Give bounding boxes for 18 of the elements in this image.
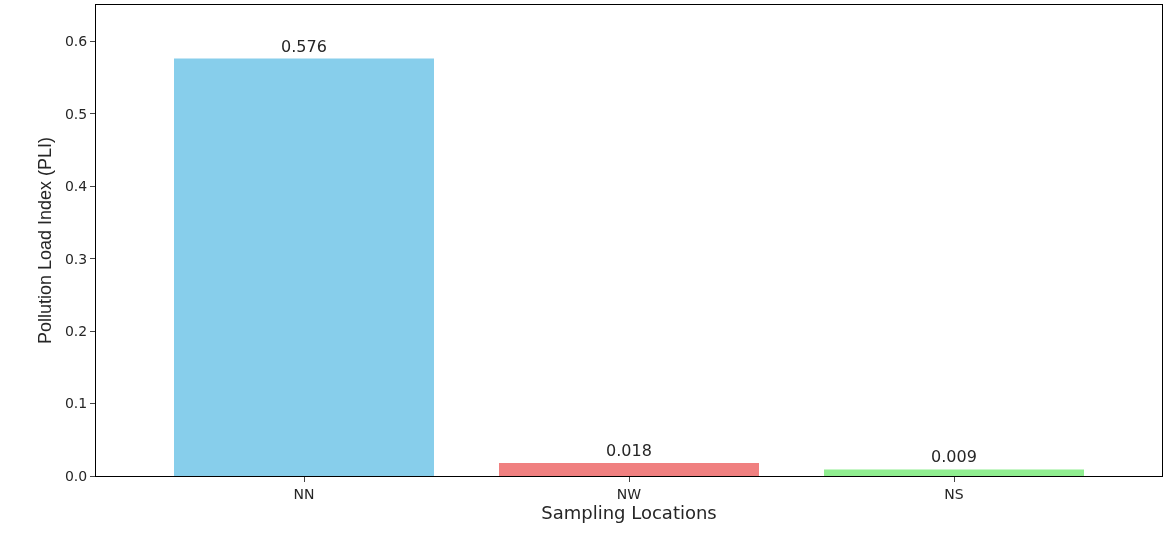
x-tick-label: NN <box>293 485 315 502</box>
bar <box>174 58 434 476</box>
x-axis-title: Sampling Locations <box>541 501 717 523</box>
y-tick-label: 0.2 <box>64 322 88 339</box>
data-label: 0.576 <box>281 36 327 56</box>
y-axis-title: Pollution Load Index (PLI) <box>35 136 56 345</box>
y-tick-label: 0.0 <box>64 467 88 484</box>
data-label: 0.009 <box>931 447 977 467</box>
x-tick-label: NW <box>616 485 642 502</box>
data-label: 0.018 <box>606 440 652 460</box>
bar <box>499 462 759 476</box>
y-tick-label: 0.1 <box>64 395 88 412</box>
x-tick-label: NS <box>944 485 964 502</box>
y-tick-label: 0.4 <box>64 178 88 195</box>
y-tick-label: 0.6 <box>64 33 88 50</box>
bar <box>824 469 1084 476</box>
y-tick-label: 0.3 <box>64 250 88 267</box>
y-tick-label: 0.5 <box>64 105 88 122</box>
